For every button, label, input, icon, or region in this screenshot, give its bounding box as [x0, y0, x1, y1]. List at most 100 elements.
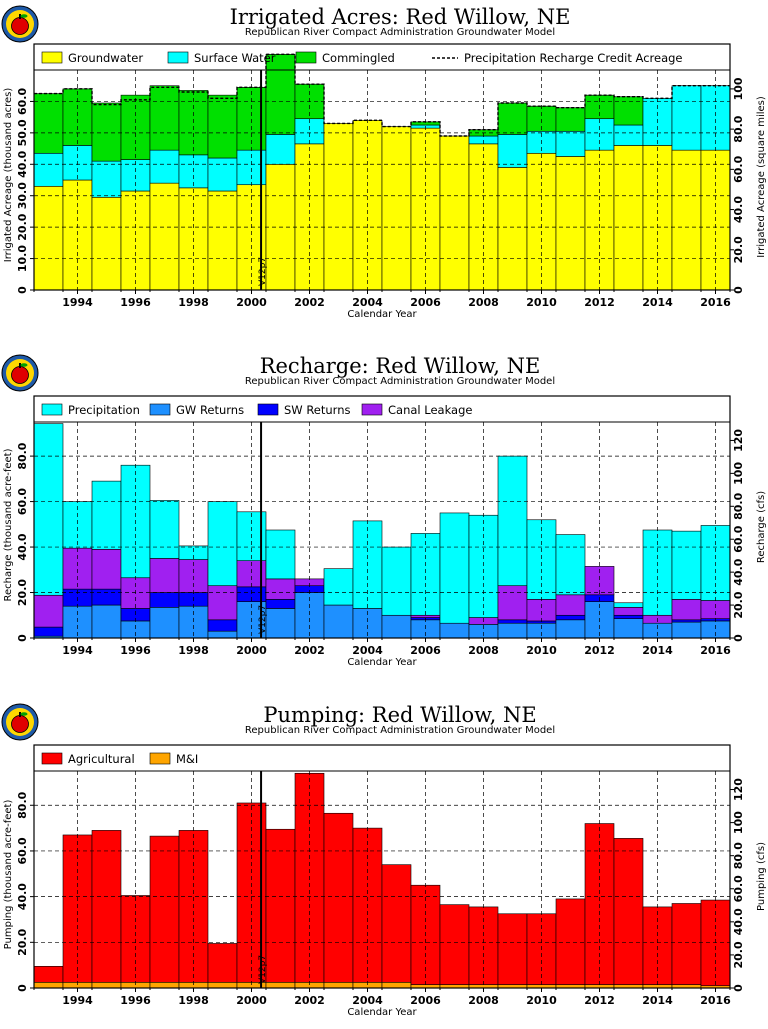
bar-commingled-2010 [526, 105, 557, 132]
chart-panel-1: Irrigated Acres: Red Willow, NERepublica… [1, 5, 767, 320]
bar-agricultural-2001 [265, 828, 296, 983]
bar-groundwater-1997 [149, 182, 180, 291]
bar-precipitation-2007 [439, 512, 470, 624]
bar-groundwater-2011 [555, 156, 586, 291]
bar-canal_leakage-1994 [62, 547, 93, 590]
chart-subtitle: Republican River Compact Administration … [245, 376, 555, 387]
ytick-label-left: 60.0 [16, 88, 29, 115]
ytick-label-left: 80.0 [16, 442, 29, 469]
legend-label: M&I [176, 752, 198, 766]
bar-groundwater-1995 [91, 196, 122, 291]
bar-groundwater-2007 [439, 135, 470, 291]
xtick-label: 2016 [700, 296, 731, 309]
logo-apple-leaf [20, 14, 28, 18]
ytick-label-left: 80.0 [16, 791, 29, 818]
ytick-label-right: 80.0 [732, 492, 745, 519]
xtick-label: 2016 [700, 994, 731, 1007]
bar-canal_leakage-1995 [91, 549, 122, 590]
bar-canal_leakage-2010 [526, 599, 557, 622]
bar-agricultural-1994 [62, 834, 93, 983]
y-axis-label-left: Pumping (thousand acre-feet) [3, 800, 14, 950]
bar-precipitation-2003 [323, 568, 354, 606]
bar-precipitation-2006 [410, 533, 441, 616]
ytick-label-left: 40.0 [16, 883, 29, 910]
legend-swatch [361, 403, 383, 416]
xtick-label: 2000 [236, 644, 267, 657]
version-marker-label: V12p7 [258, 955, 268, 984]
bar-surface_water-2011 [555, 130, 586, 157]
bar-gw_returns-1997 [149, 607, 180, 639]
ytick-label-left: 0 [16, 984, 29, 992]
ytick-label-left: 20.0 [16, 579, 29, 606]
legend: Precipitation GW Returns SW Returns Canal L… [41, 403, 472, 417]
bar-groundwater-2005 [381, 126, 412, 291]
xtick-label: 1998 [178, 644, 209, 657]
bar-precipitation-1995 [91, 480, 122, 550]
bar-precipitation-1993 [33, 423, 64, 596]
bar-mi-2003 [323, 981, 354, 989]
bar-agricultural-2011 [555, 898, 586, 985]
chart-subtitle: Republican River Compact Administration … [245, 725, 555, 736]
xtick-label: 2010 [526, 296, 557, 309]
xtick-label: 1994 [62, 994, 93, 1007]
bar-canal_leakage-2006 [410, 614, 441, 618]
legend-swatch [149, 752, 171, 765]
bar-canal_leakage-1997 [149, 558, 180, 593]
bar-agricultural-2007 [439, 904, 470, 985]
bar-canal_leakage-2011 [555, 594, 586, 616]
bar-sw_returns-1997 [149, 592, 180, 608]
legend-label: SW Returns [284, 403, 350, 417]
xtick-label: 2010 [526, 994, 557, 1007]
xtick-label: 2014 [642, 296, 673, 309]
bar-sw_returns-2009 [497, 619, 528, 624]
bar-gw_returns-2011 [555, 619, 586, 639]
bar-agricultural-2013 [613, 838, 644, 985]
legend-label: Precipitation Recharge Credit Acreage [464, 51, 683, 65]
bar-precipitation-2009 [497, 455, 528, 587]
ytick-label-left: 40.0 [16, 533, 29, 560]
bars-group [33, 53, 731, 291]
bar-gw_returns-2013 [613, 618, 644, 639]
xtick-label: 2008 [468, 296, 499, 309]
ytick-label-right: 60.0 [732, 525, 745, 552]
ytick-label-right: 0 [732, 984, 745, 992]
logo-apple-stem [19, 712, 21, 717]
bar-gw_returns-2005 [381, 614, 412, 639]
bar-commingled-2001 [265, 53, 296, 135]
ytick-label-right: 100 [732, 462, 745, 485]
bar-surface_water-1997 [149, 149, 180, 184]
bar-groundwater-2013 [613, 145, 644, 291]
ytick-label-left: 0 [16, 286, 29, 294]
bar-sw_returns-2011 [555, 614, 586, 621]
legend-label: Commingled [322, 51, 395, 65]
legend: Agricultural M&I [41, 752, 198, 766]
bar-gw_returns-2015 [671, 621, 702, 639]
ytick-label-right: 80.0 [732, 115, 745, 142]
apple-logo-icon [1, 703, 39, 741]
ytick-label-right: 40.0 [732, 908, 745, 935]
ytick-label-left: 40.0 [16, 150, 29, 177]
bar-groundwater-2015 [671, 149, 702, 291]
bar-mi-2001 [265, 981, 296, 989]
x-axis-label: Calendar Year [347, 657, 417, 668]
chart-title: Irrigated Acres: Red Willow, NE [230, 5, 571, 29]
ytick-label-right: 120 [732, 778, 745, 801]
ytick-label-right: 120 [732, 429, 745, 452]
bar-precipitation-2005 [381, 546, 412, 616]
ytick-label-left: 20.0 [16, 928, 29, 955]
bar-canal_leakage-2001 [265, 578, 296, 600]
ytick-label-right: 80.0 [732, 842, 745, 869]
bar-precipitation-2015 [671, 530, 702, 600]
bar-mi-1993 [33, 981, 64, 989]
xtick-label: 2012 [584, 644, 615, 657]
plot-frame [33, 395, 731, 639]
bar-surface_water-2001 [265, 134, 296, 165]
y-axis-label-right: Recharge (cfs) [756, 491, 767, 563]
bar-precipitation-1997 [149, 500, 180, 559]
bar-groundwater-2006 [410, 127, 441, 291]
bar-precipitation-2001 [265, 529, 296, 580]
bar-canal_leakage-2009 [497, 585, 528, 621]
ytick-label-right: 40.0 [732, 558, 745, 585]
ytick-label-left: 0 [16, 634, 29, 642]
